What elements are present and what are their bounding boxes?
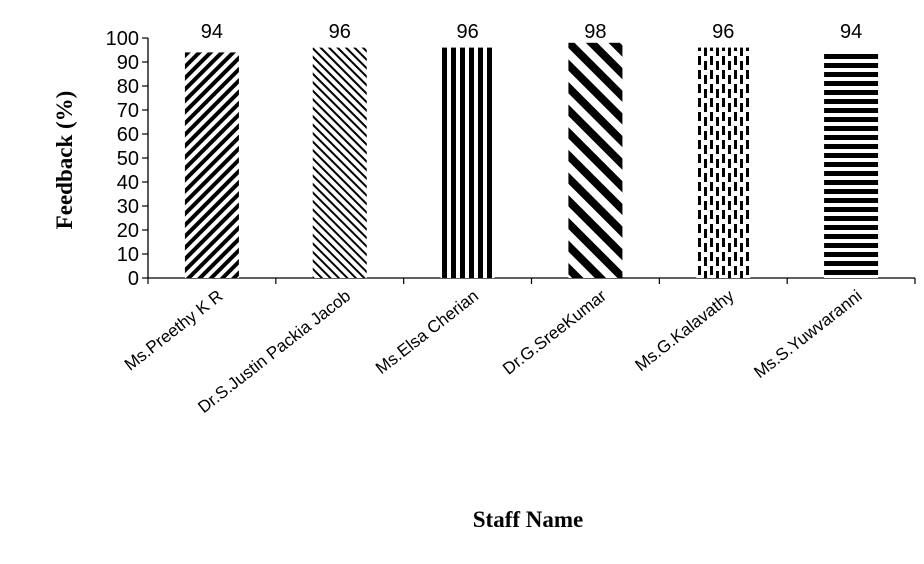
bar-value-label: 96 bbox=[712, 21, 734, 43]
x-axis-title: Staff Name bbox=[473, 507, 584, 532]
x-tick-label: Ms.Elsa Cherian bbox=[372, 286, 482, 378]
x-tick-label: Dr.G.SreeKumar bbox=[499, 286, 610, 379]
x-tick-label: Ms.Preethy K R bbox=[121, 286, 227, 374]
y-tick-label: 100 bbox=[106, 28, 139, 50]
x-tick-label: Ms.G.Kalavathy bbox=[631, 286, 738, 375]
y-tick-label: 30 bbox=[117, 196, 139, 218]
y-tick-label: 60 bbox=[117, 124, 139, 146]
y-tick-label: 80 bbox=[117, 76, 139, 98]
y-tick-label: 10 bbox=[117, 244, 139, 266]
y-tick-label: 0 bbox=[128, 268, 139, 290]
y-tick-label: 90 bbox=[117, 52, 139, 74]
data-labels: 94 96 96 98 96 94 bbox=[201, 21, 862, 43]
bar bbox=[696, 47, 751, 278]
x-tick-label: Ms.S.Yuwvaranni bbox=[750, 286, 865, 382]
x-axis: Ms.Preethy K RDr.S.Justin Packia Jacob Ms… bbox=[121, 277, 916, 417]
bar bbox=[312, 47, 367, 278]
y-tick-label: 50 bbox=[117, 148, 139, 170]
bar-value-label: 94 bbox=[840, 21, 862, 43]
bar-value-label: 98 bbox=[584, 21, 606, 43]
y-tick-label: 70 bbox=[117, 100, 139, 122]
bar-value-label: 96 bbox=[456, 21, 478, 43]
bar bbox=[184, 52, 239, 279]
y-axis-title: Feedback (%) bbox=[52, 91, 77, 230]
bar bbox=[568, 42, 623, 278]
bar bbox=[824, 52, 879, 279]
y-tick-label: 40 bbox=[117, 172, 139, 194]
bar-value-label: 94 bbox=[201, 21, 223, 43]
y-tick-label: 20 bbox=[117, 220, 139, 242]
bar-value-label: 96 bbox=[329, 21, 351, 43]
bar bbox=[440, 47, 495, 278]
bars bbox=[184, 42, 879, 279]
